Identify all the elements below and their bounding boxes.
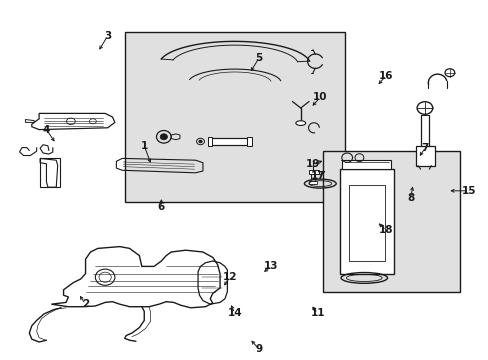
Text: 16: 16 <box>378 71 393 81</box>
Text: 15: 15 <box>461 186 476 196</box>
Bar <box>40 158 60 187</box>
Text: 13: 13 <box>264 261 278 271</box>
Ellipse shape <box>416 102 432 114</box>
Ellipse shape <box>160 134 167 140</box>
Ellipse shape <box>444 69 454 77</box>
Text: 19: 19 <box>305 159 320 169</box>
Text: 1: 1 <box>141 141 147 151</box>
Text: 5: 5 <box>255 53 262 63</box>
Bar <box>348 185 384 261</box>
Bar <box>308 170 318 174</box>
Bar <box>124 32 344 202</box>
Text: 2: 2 <box>82 299 89 309</box>
Text: 7: 7 <box>421 143 428 153</box>
Text: 11: 11 <box>310 308 325 318</box>
Text: 14: 14 <box>227 308 242 318</box>
Text: 4: 4 <box>42 125 50 135</box>
Bar <box>210 138 246 145</box>
Text: 17: 17 <box>310 171 325 181</box>
Bar <box>322 151 459 292</box>
Bar <box>246 137 251 146</box>
Ellipse shape <box>198 140 202 143</box>
Text: 3: 3 <box>104 31 111 41</box>
Text: 8: 8 <box>407 193 413 203</box>
Bar <box>308 181 316 184</box>
Text: 9: 9 <box>255 344 262 354</box>
Bar <box>208 137 212 146</box>
Bar <box>339 169 393 274</box>
Bar <box>342 160 390 169</box>
Text: 12: 12 <box>222 272 237 282</box>
Ellipse shape <box>295 121 305 125</box>
Bar <box>415 146 434 166</box>
Text: 6: 6 <box>158 202 164 212</box>
Text: 10: 10 <box>312 92 327 102</box>
Text: 18: 18 <box>378 225 393 235</box>
